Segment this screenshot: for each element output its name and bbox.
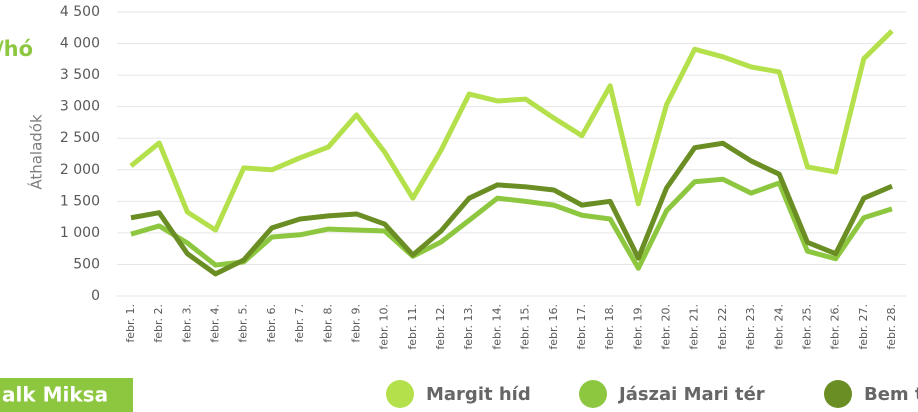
y-axis-title: Áthaladók xyxy=(27,114,46,190)
y-tick-label: 500 xyxy=(73,256,100,272)
y-tick-label: 2 500 xyxy=(60,130,100,146)
y-tick-label: 3 000 xyxy=(60,99,100,115)
x-tick-label: febr. 9. xyxy=(349,304,362,343)
tab[interactable] xyxy=(0,378,133,412)
x-tick-label: febr. 25. xyxy=(800,304,813,350)
x-tick-label: febr. 12. xyxy=(434,304,447,350)
x-tick-label: febr. 24. xyxy=(772,304,785,350)
y-tick-label: 4 500 xyxy=(60,4,100,20)
x-tick-label: febr. 1. xyxy=(124,304,137,343)
x-tick-label: febr. 7. xyxy=(293,304,306,343)
x-tick-label: febr. 11. xyxy=(406,304,419,350)
x-tick-label: febr. 20. xyxy=(660,304,673,350)
series-line xyxy=(130,176,893,271)
x-tick-label: febr. 6. xyxy=(265,304,278,343)
x-tick-label: febr. 19. xyxy=(631,304,644,350)
x-tick-label: febr. 26. xyxy=(829,304,842,350)
x-tick-label: febr. 28. xyxy=(885,304,898,350)
x-tick-label: febr. 4. xyxy=(209,304,222,343)
x-tick-label: febr. 18. xyxy=(603,304,616,350)
y-tick-label: 1 500 xyxy=(60,193,100,209)
x-tick-label: febr. 2. xyxy=(152,304,165,343)
legend-label: Margit híd xyxy=(426,384,531,405)
x-tick-label: febr. 15. xyxy=(519,304,532,350)
y-tick-label: 4 000 xyxy=(60,36,100,52)
x-tick-label: febr. 22. xyxy=(716,304,729,350)
y-tick-label: 1 000 xyxy=(60,225,100,241)
x-tick-label: febr. 3. xyxy=(180,304,193,343)
x-tick-label: febr. 21. xyxy=(688,304,701,350)
legend-marker xyxy=(579,380,607,408)
x-tick-label: febr. 27. xyxy=(857,304,870,350)
x-tick-label: febr. 10. xyxy=(378,304,391,350)
legend-marker xyxy=(824,380,852,408)
x-tick-label: febr. 13. xyxy=(462,304,475,350)
heading-fragment: /hó xyxy=(0,37,33,61)
series-line xyxy=(130,140,893,277)
x-tick-label: febr. 8. xyxy=(321,304,334,343)
tab-label[interactable]: alk Miksa xyxy=(2,383,108,407)
x-tick-label: febr. 5. xyxy=(237,304,250,343)
series-line xyxy=(129,29,894,233)
legend-marker xyxy=(386,380,414,408)
legend-label: Jászai Mari tér xyxy=(617,384,765,405)
x-tick-label: febr. 23. xyxy=(744,304,757,350)
x-tick-label: febr. 17. xyxy=(575,304,588,350)
x-tick-label: febr. 16. xyxy=(547,304,560,350)
x-tick-label: febr. 14. xyxy=(490,304,503,350)
y-tick-label: 2 000 xyxy=(60,162,100,178)
y-tick-label: 0 xyxy=(91,288,100,304)
legend-label: Bem tér xyxy=(864,384,918,405)
y-tick-label: 3 500 xyxy=(60,67,100,83)
